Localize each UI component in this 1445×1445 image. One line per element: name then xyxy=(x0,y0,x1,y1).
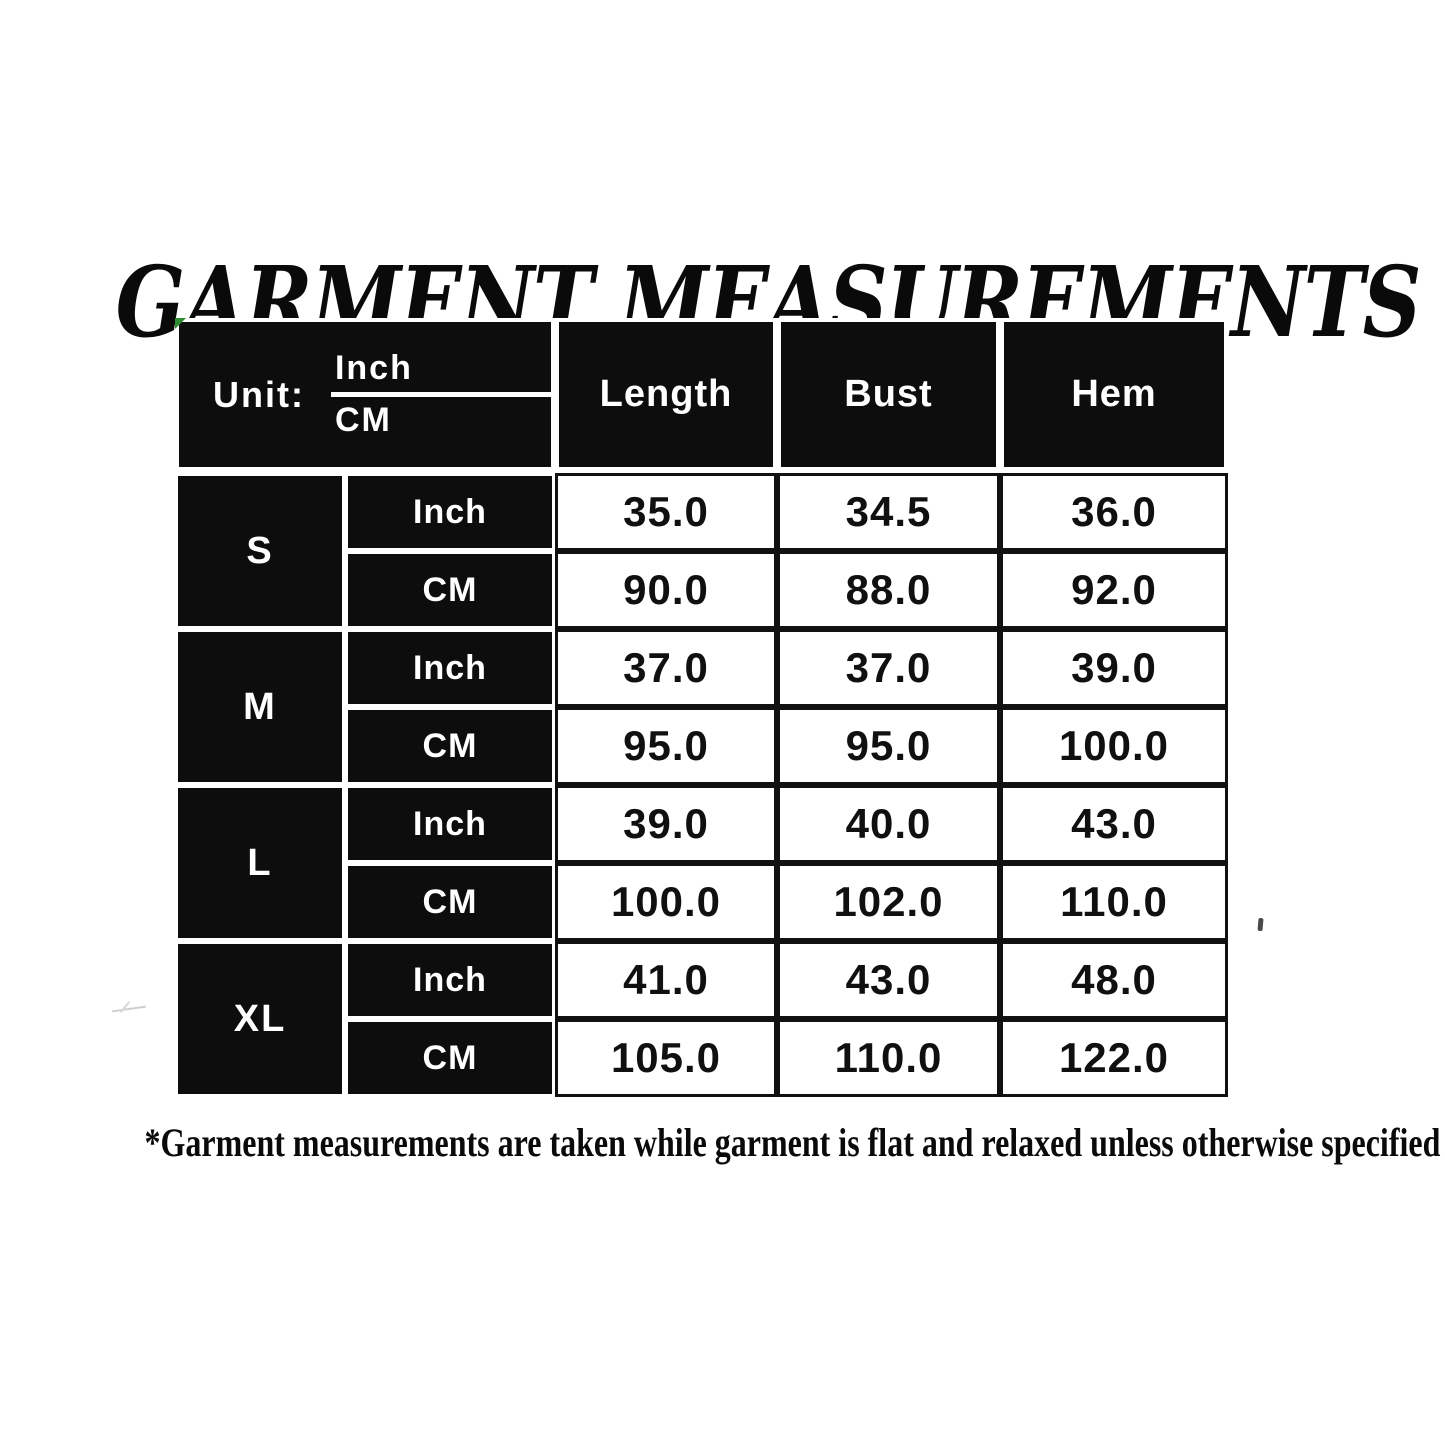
value-cell: 88.0 xyxy=(777,551,1000,629)
size-cell-m: M xyxy=(175,629,345,785)
measurement-footnote: *Garment measurements are taken while ga… xyxy=(144,1120,1441,1165)
unit-cell: Inch xyxy=(345,785,555,863)
value-cell: 43.0 xyxy=(1000,785,1228,863)
column-header-hem: Hem xyxy=(1000,318,1228,473)
unit-label: Unit: xyxy=(213,373,305,415)
unit-cell: CM xyxy=(345,863,555,941)
value-cell: 90.0 xyxy=(555,551,777,629)
value-cell: 40.0 xyxy=(777,785,1000,863)
value-cell: 95.0 xyxy=(555,707,777,785)
unit-cell: CM xyxy=(345,551,555,629)
value-cell: 122.0 xyxy=(1000,1019,1228,1097)
value-cell: 36.0 xyxy=(1000,473,1228,551)
value-cell: 39.0 xyxy=(1000,629,1228,707)
green-corner-mark xyxy=(175,318,186,329)
value-cell: 37.0 xyxy=(555,629,777,707)
value-cell: 48.0 xyxy=(1000,941,1228,1019)
column-header-bust: Bust xyxy=(777,318,1000,473)
size-cell-xl: XL xyxy=(175,941,345,1097)
value-cell: 100.0 xyxy=(1000,707,1228,785)
column-header-length: Length xyxy=(555,318,777,473)
measurements-table: Unit: Inch CM Length Bust Hem S Inch 35.… xyxy=(175,318,1228,1097)
unit-header-cell: Unit: Inch CM xyxy=(175,318,555,473)
value-cell: 39.0 xyxy=(555,785,777,863)
fraction-bar xyxy=(330,392,551,397)
artifact-smudge xyxy=(112,1005,146,1013)
unit-cell: Inch xyxy=(345,473,555,551)
value-cell: 110.0 xyxy=(1000,863,1228,941)
unit-inch-label: Inch xyxy=(334,349,413,387)
artifact-tick-mark xyxy=(1257,917,1264,932)
unit-cell: CM xyxy=(345,1019,555,1097)
value-cell: 100.0 xyxy=(555,863,777,941)
value-cell: 34.5 xyxy=(777,473,1000,551)
value-cell: 102.0 xyxy=(777,863,1000,941)
value-cell: 35.0 xyxy=(555,473,777,551)
unit-cm-label: CM xyxy=(334,401,392,439)
value-cell: 110.0 xyxy=(777,1019,1000,1097)
unit-fraction: Inch CM xyxy=(330,349,551,440)
value-cell: 43.0 xyxy=(777,941,1000,1019)
unit-cell: CM xyxy=(345,707,555,785)
value-cell: 92.0 xyxy=(1000,551,1228,629)
value-cell: 105.0 xyxy=(555,1019,777,1097)
size-cell-l: L xyxy=(175,785,345,941)
unit-cell: Inch xyxy=(345,629,555,707)
value-cell: 95.0 xyxy=(777,707,1000,785)
value-cell: 41.0 xyxy=(555,941,777,1019)
unit-cell: Inch xyxy=(345,941,555,1019)
value-cell: 37.0 xyxy=(777,629,1000,707)
size-cell-s: S xyxy=(175,473,345,629)
